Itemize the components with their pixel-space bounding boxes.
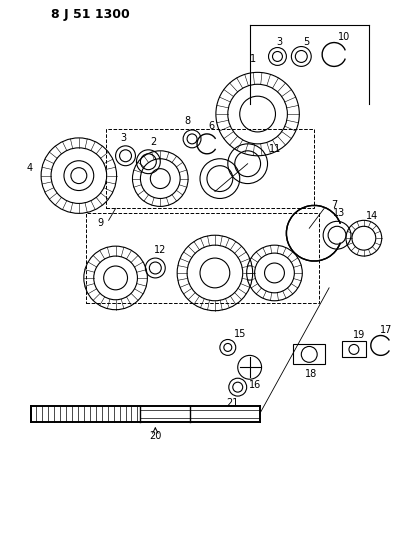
Text: 2: 2: [150, 137, 156, 147]
Text: 21: 21: [227, 398, 239, 408]
Text: 17: 17: [379, 325, 392, 335]
Text: 16: 16: [249, 380, 261, 390]
Text: 9: 9: [97, 219, 104, 228]
Text: 10: 10: [338, 31, 350, 42]
Text: 11: 11: [269, 144, 282, 154]
Text: 3: 3: [120, 133, 127, 143]
Text: 5: 5: [303, 37, 310, 46]
Text: 8 J 51 1300: 8 J 51 1300: [51, 8, 130, 21]
Text: 13: 13: [333, 208, 345, 219]
Text: 1: 1: [249, 54, 256, 64]
Text: 8: 8: [184, 116, 190, 126]
Bar: [86, 213, 319, 303]
Text: 14: 14: [366, 212, 378, 221]
Text: 12: 12: [154, 245, 166, 255]
Text: 20: 20: [149, 431, 162, 441]
Text: 4: 4: [26, 163, 32, 173]
Text: 18: 18: [305, 369, 317, 379]
Text: 19: 19: [353, 329, 365, 340]
Bar: [105, 129, 314, 208]
Text: 3: 3: [276, 37, 283, 46]
Text: 7: 7: [331, 200, 337, 211]
Bar: [342, 342, 366, 357]
Text: 6: 6: [209, 121, 215, 131]
Text: 15: 15: [233, 328, 246, 338]
Bar: [294, 344, 325, 365]
